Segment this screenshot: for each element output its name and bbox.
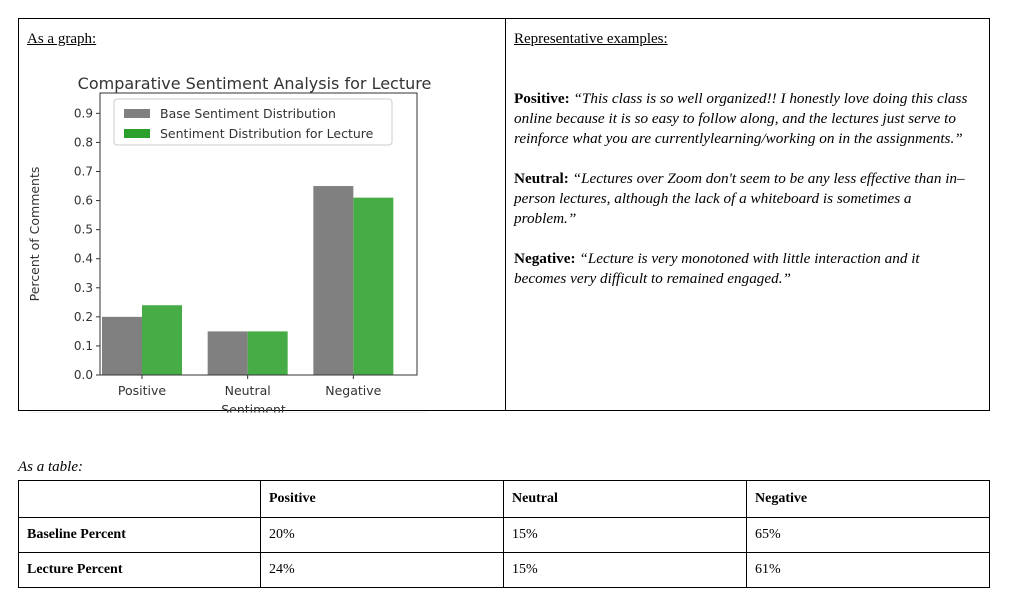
- legend-box: [113, 98, 393, 146]
- plot-frame: [99, 92, 418, 376]
- table-header-row: Positive Neutral Negative: [18, 480, 990, 518]
- example-quote: “Lecture is very monotoned with little i…: [514, 250, 920, 287]
- bar-lecture-positive: [142, 305, 182, 375]
- y-tick-label: 0.1: [74, 339, 93, 353]
- example-quote: “This class is so well organized!! I hon…: [514, 90, 968, 147]
- y-tick-label: 0.7: [74, 164, 93, 178]
- x-tick-label: Positive: [118, 383, 166, 398]
- x-axis-label: Sentiment: [221, 402, 286, 413]
- y-tick-label: 0.9: [74, 106, 93, 120]
- example-label: Neutral:: [514, 170, 569, 187]
- y-tick-label: 0.5: [74, 223, 93, 237]
- legend-swatch: [124, 129, 150, 138]
- y-tick-label: 0.4: [74, 252, 93, 266]
- table-cell: 24%: [260, 552, 504, 588]
- y-tick-label: 0.3: [74, 281, 93, 295]
- example-label: Positive:: [514, 90, 570, 107]
- legend-label: Base Sentiment Distribution: [160, 106, 336, 121]
- table-row: Baseline Percent 20% 15% 65%: [18, 517, 990, 553]
- table-cell: 20%: [260, 517, 504, 553]
- examples-list: Positive: “This class is so well organiz…: [514, 89, 974, 309]
- example-positive: Positive: “This class is so well organiz…: [514, 89, 974, 149]
- y-tick-label: 0.6: [74, 194, 93, 208]
- x-tick-label: Negative: [325, 383, 381, 398]
- chart-title: Comparative Sentiment Analysis for Lectu…: [78, 74, 432, 93]
- x-tick-label: Neutral: [225, 383, 271, 398]
- y-tick-label: 0.0: [74, 368, 93, 382]
- y-tick-label: 0.8: [74, 135, 93, 149]
- examples-cell: Representative examples: Positive: “This…: [506, 19, 989, 410]
- legend-label: Sentiment Distribution for Lecture: [160, 126, 374, 141]
- table-row: Lecture Percent 24% 15% 61%: [18, 552, 990, 588]
- table-row-label: Baseline Percent: [18, 517, 261, 553]
- y-tick-label: 0.2: [74, 310, 93, 324]
- example-neutral: Neutral: “Lectures over Zoom don't seem …: [514, 169, 974, 229]
- sentiment-chart: Comparative Sentiment Analysis for Lectu…: [27, 51, 437, 413]
- graph-cell: As a graph: Comparative Sentiment Analys…: [19, 19, 506, 413]
- table-header-cell: Positive: [260, 480, 504, 518]
- top-layout-table: As a graph: Comparative Sentiment Analys…: [18, 18, 990, 413]
- table-row-label: Lecture Percent: [18, 552, 261, 588]
- bar-lecture-negative: [353, 197, 394, 375]
- table-header-cell: [18, 480, 261, 518]
- example-quote: “Lectures over Zoom don't seem to be any…: [514, 170, 965, 227]
- table-header-cell: Neutral: [503, 480, 747, 518]
- table-cell: 61%: [746, 552, 990, 588]
- bar-base-negative: [313, 186, 354, 375]
- y-axis-label: Percent of Comments: [27, 167, 42, 302]
- graph-heading: As a graph:: [27, 31, 97, 47]
- legend-swatch: [124, 109, 150, 118]
- table-cell: 15%: [503, 517, 747, 553]
- table-cell: 15%: [503, 552, 747, 588]
- table-header-cell: Negative: [746, 480, 990, 518]
- table-caption: As a table:: [18, 459, 83, 475]
- examples-heading: Representative examples:: [514, 31, 668, 47]
- bar-base-positive: [102, 316, 142, 375]
- bar-base-neutral: [207, 331, 248, 375]
- bar-lecture-neutral: [247, 331, 288, 375]
- example-label: Negative:: [514, 250, 576, 267]
- sentiment-table: Positive Neutral Negative Baseline Perce…: [18, 480, 990, 588]
- table-cell: 65%: [746, 517, 990, 553]
- chart-svg: Comparative Sentiment Analysis for Lectu…: [27, 74, 432, 413]
- example-negative: Negative: “Lecture is very monotoned wit…: [514, 249, 974, 289]
